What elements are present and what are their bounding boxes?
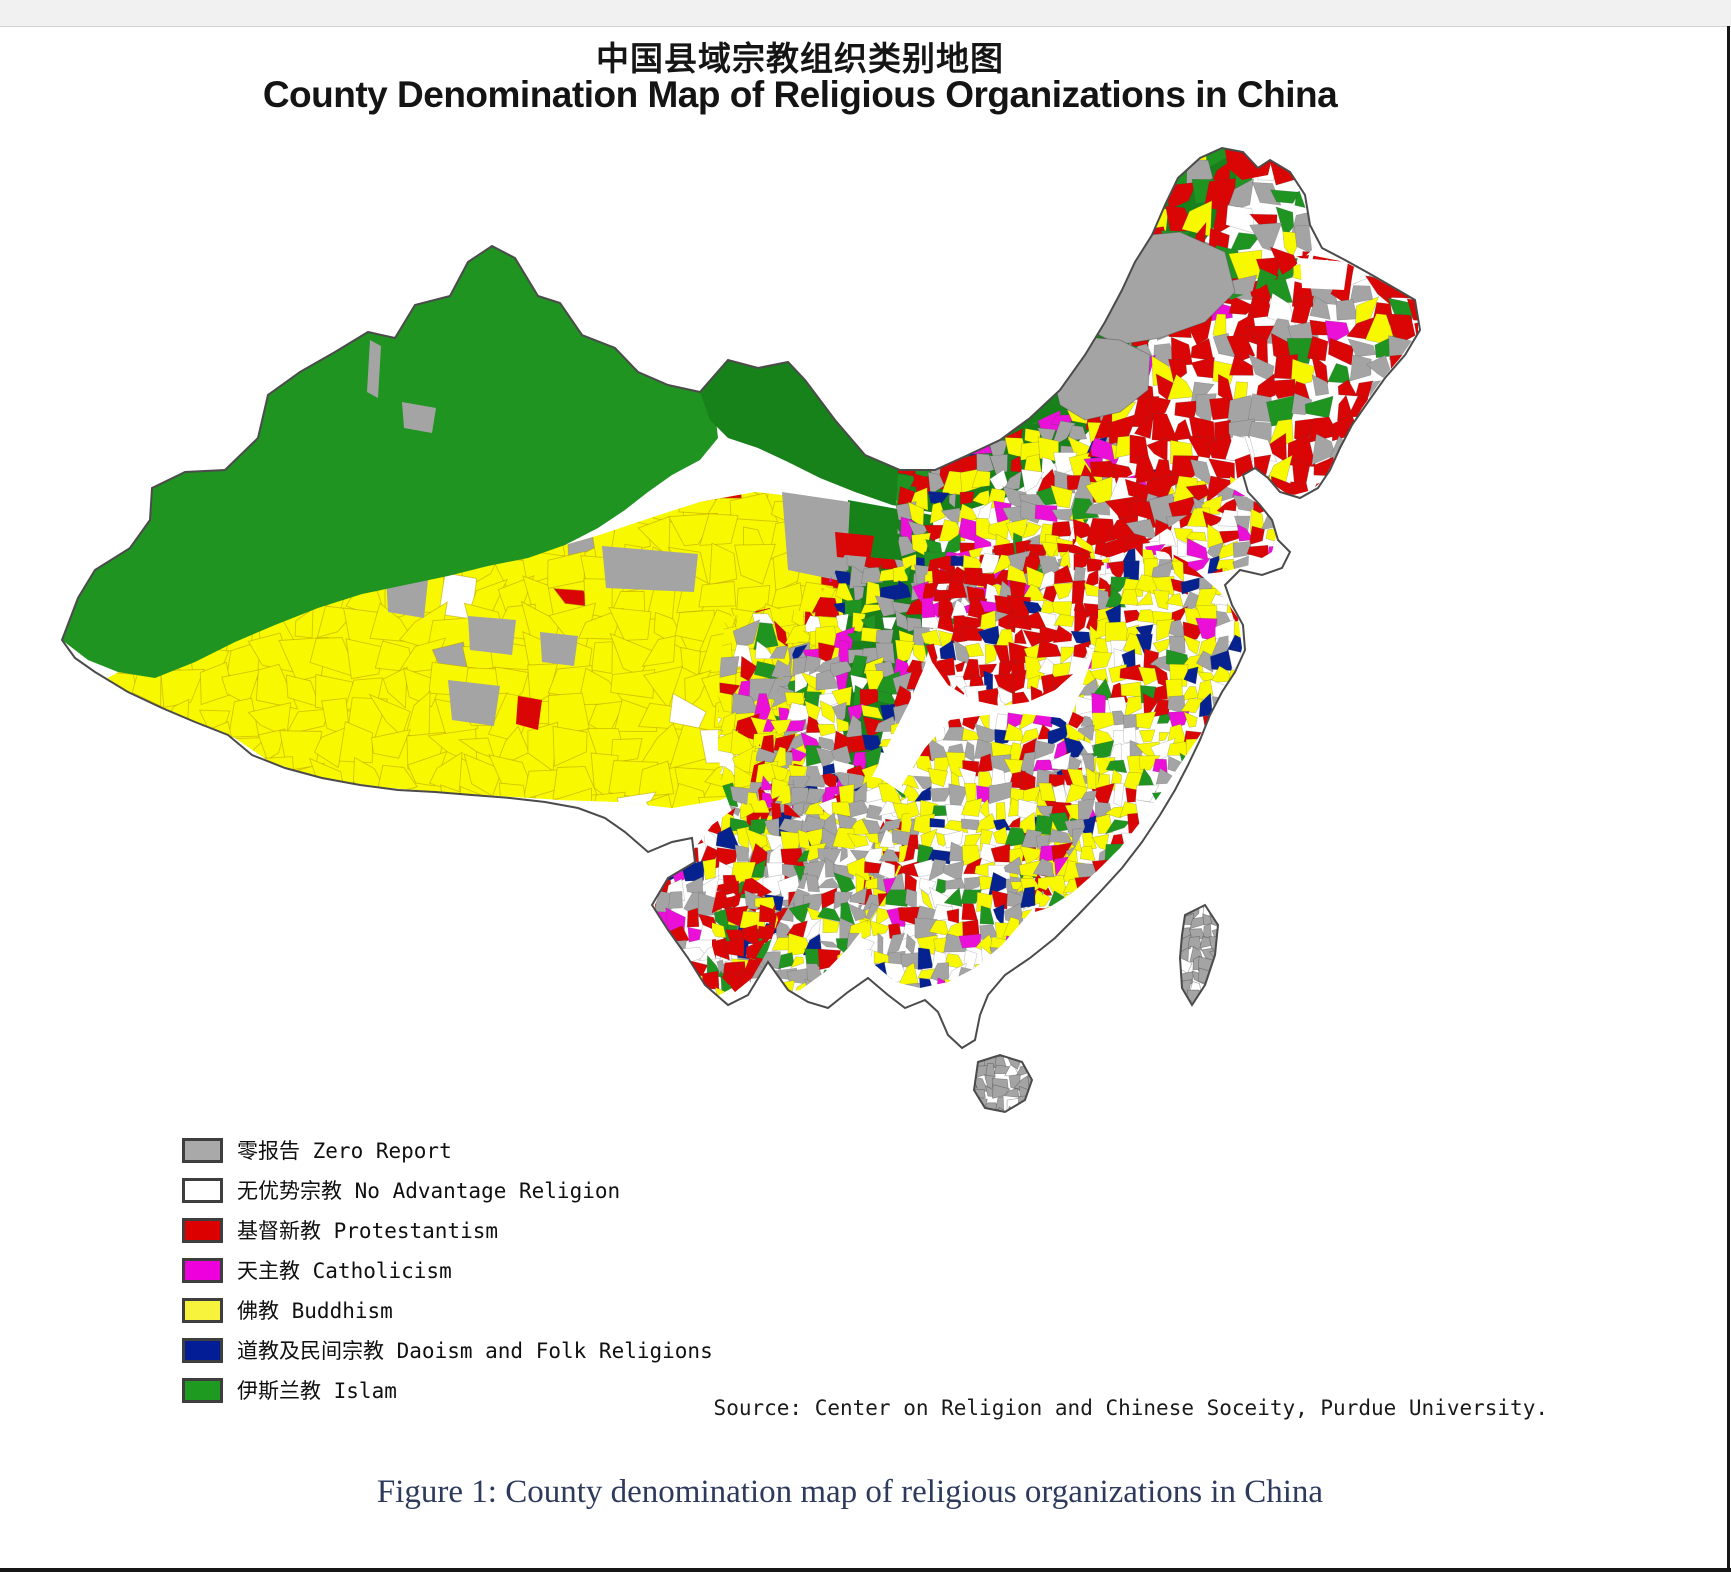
legend-item-no-advantage: 无优势宗教 No Advantage Religion [182, 1170, 713, 1210]
legend-item-buddhism: 佛教 Buddhism [182, 1290, 713, 1330]
legend-label: 天主教 Catholicism [237, 1259, 452, 1283]
legend-item-islam: 伊斯兰教 Islam [182, 1370, 713, 1410]
legend-swatch-catholicism [182, 1257, 223, 1283]
legend-swatch-zero-report [182, 1137, 223, 1163]
legend-label: 基督新教 Protestantism [237, 1219, 499, 1243]
legend-item-daoism-folk: 道教及民间宗教 Daoism and Folk Religions [182, 1330, 713, 1370]
window-bottom-border [0, 1568, 1731, 1572]
legend-label: 零报告 Zero Report [237, 1139, 452, 1163]
window-right-border [1727, 26, 1730, 1571]
legend-label: 道教及民间宗教 Daoism and Folk Religions [237, 1339, 713, 1363]
map-title-english: County Denomination Map of Religious Org… [262, 74, 1338, 115]
legend-swatch-islam [182, 1377, 223, 1403]
legend-item-catholicism: 天主教 Catholicism [182, 1250, 713, 1290]
map-legend: 零报告 Zero Report 无优势宗教 No Advantage Relig… [182, 1130, 713, 1410]
legend-swatch-buddhism [182, 1297, 223, 1323]
legend-item-zero-report: 零报告 Zero Report [182, 1130, 713, 1170]
source-credit: Source: Center on Religion and Chinese S… [713, 1396, 1548, 1420]
legend-label: 无优势宗教 No Advantage Religion [237, 1179, 621, 1203]
legend-label: 佛教 Buddhism [237, 1299, 393, 1323]
window-top-bar [0, 0, 1731, 27]
map-title-chinese: 中国县域宗教组织类别地图 [596, 40, 1004, 77]
legend-label: 伊斯兰教 Islam [237, 1379, 397, 1403]
legend-swatch-protestantism [182, 1217, 223, 1243]
legend-swatch-daoism-folk [182, 1337, 223, 1363]
figure-caption: Figure 1: County denomination map of rel… [376, 1474, 1324, 1510]
legend-swatch-no-advantage [182, 1177, 223, 1203]
legend-item-protestantism: 基督新教 Protestantism [182, 1210, 713, 1250]
